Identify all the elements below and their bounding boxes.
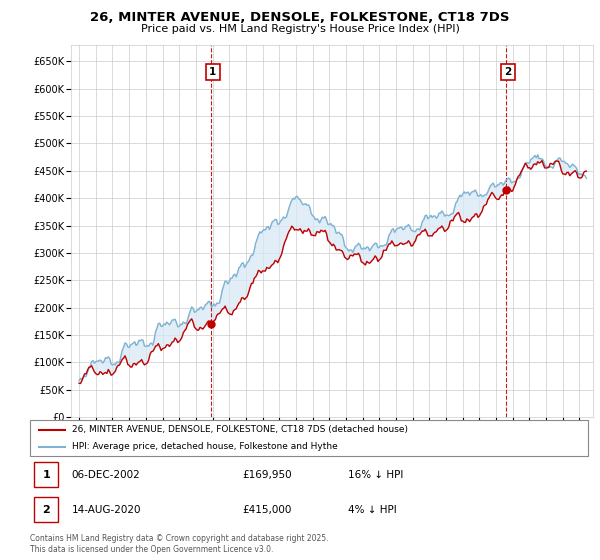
Text: £415,000: £415,000 [242, 505, 292, 515]
Text: £169,950: £169,950 [242, 470, 292, 479]
Text: Contains HM Land Registry data © Crown copyright and database right 2025.
This d: Contains HM Land Registry data © Crown c… [30, 534, 329, 554]
Text: 14-AUG-2020: 14-AUG-2020 [72, 505, 142, 515]
Text: 26, MINTER AVENUE, DENSOLE, FOLKESTONE, CT18 7DS (detached house): 26, MINTER AVENUE, DENSOLE, FOLKESTONE, … [72, 426, 408, 435]
Text: HPI: Average price, detached house, Folkestone and Hythe: HPI: Average price, detached house, Folk… [72, 442, 338, 451]
FancyBboxPatch shape [34, 462, 58, 487]
FancyBboxPatch shape [34, 497, 58, 522]
Text: 1: 1 [209, 67, 217, 77]
FancyBboxPatch shape [30, 420, 588, 456]
Text: 26, MINTER AVENUE, DENSOLE, FOLKESTONE, CT18 7DS: 26, MINTER AVENUE, DENSOLE, FOLKESTONE, … [90, 11, 510, 24]
Text: 06-DEC-2002: 06-DEC-2002 [72, 470, 140, 479]
Text: 2: 2 [505, 67, 512, 77]
Text: Price paid vs. HM Land Registry's House Price Index (HPI): Price paid vs. HM Land Registry's House … [140, 24, 460, 34]
Text: 16% ↓ HPI: 16% ↓ HPI [348, 470, 403, 479]
Text: 2: 2 [43, 505, 50, 515]
Text: 1: 1 [43, 470, 50, 479]
Text: 4% ↓ HPI: 4% ↓ HPI [348, 505, 397, 515]
